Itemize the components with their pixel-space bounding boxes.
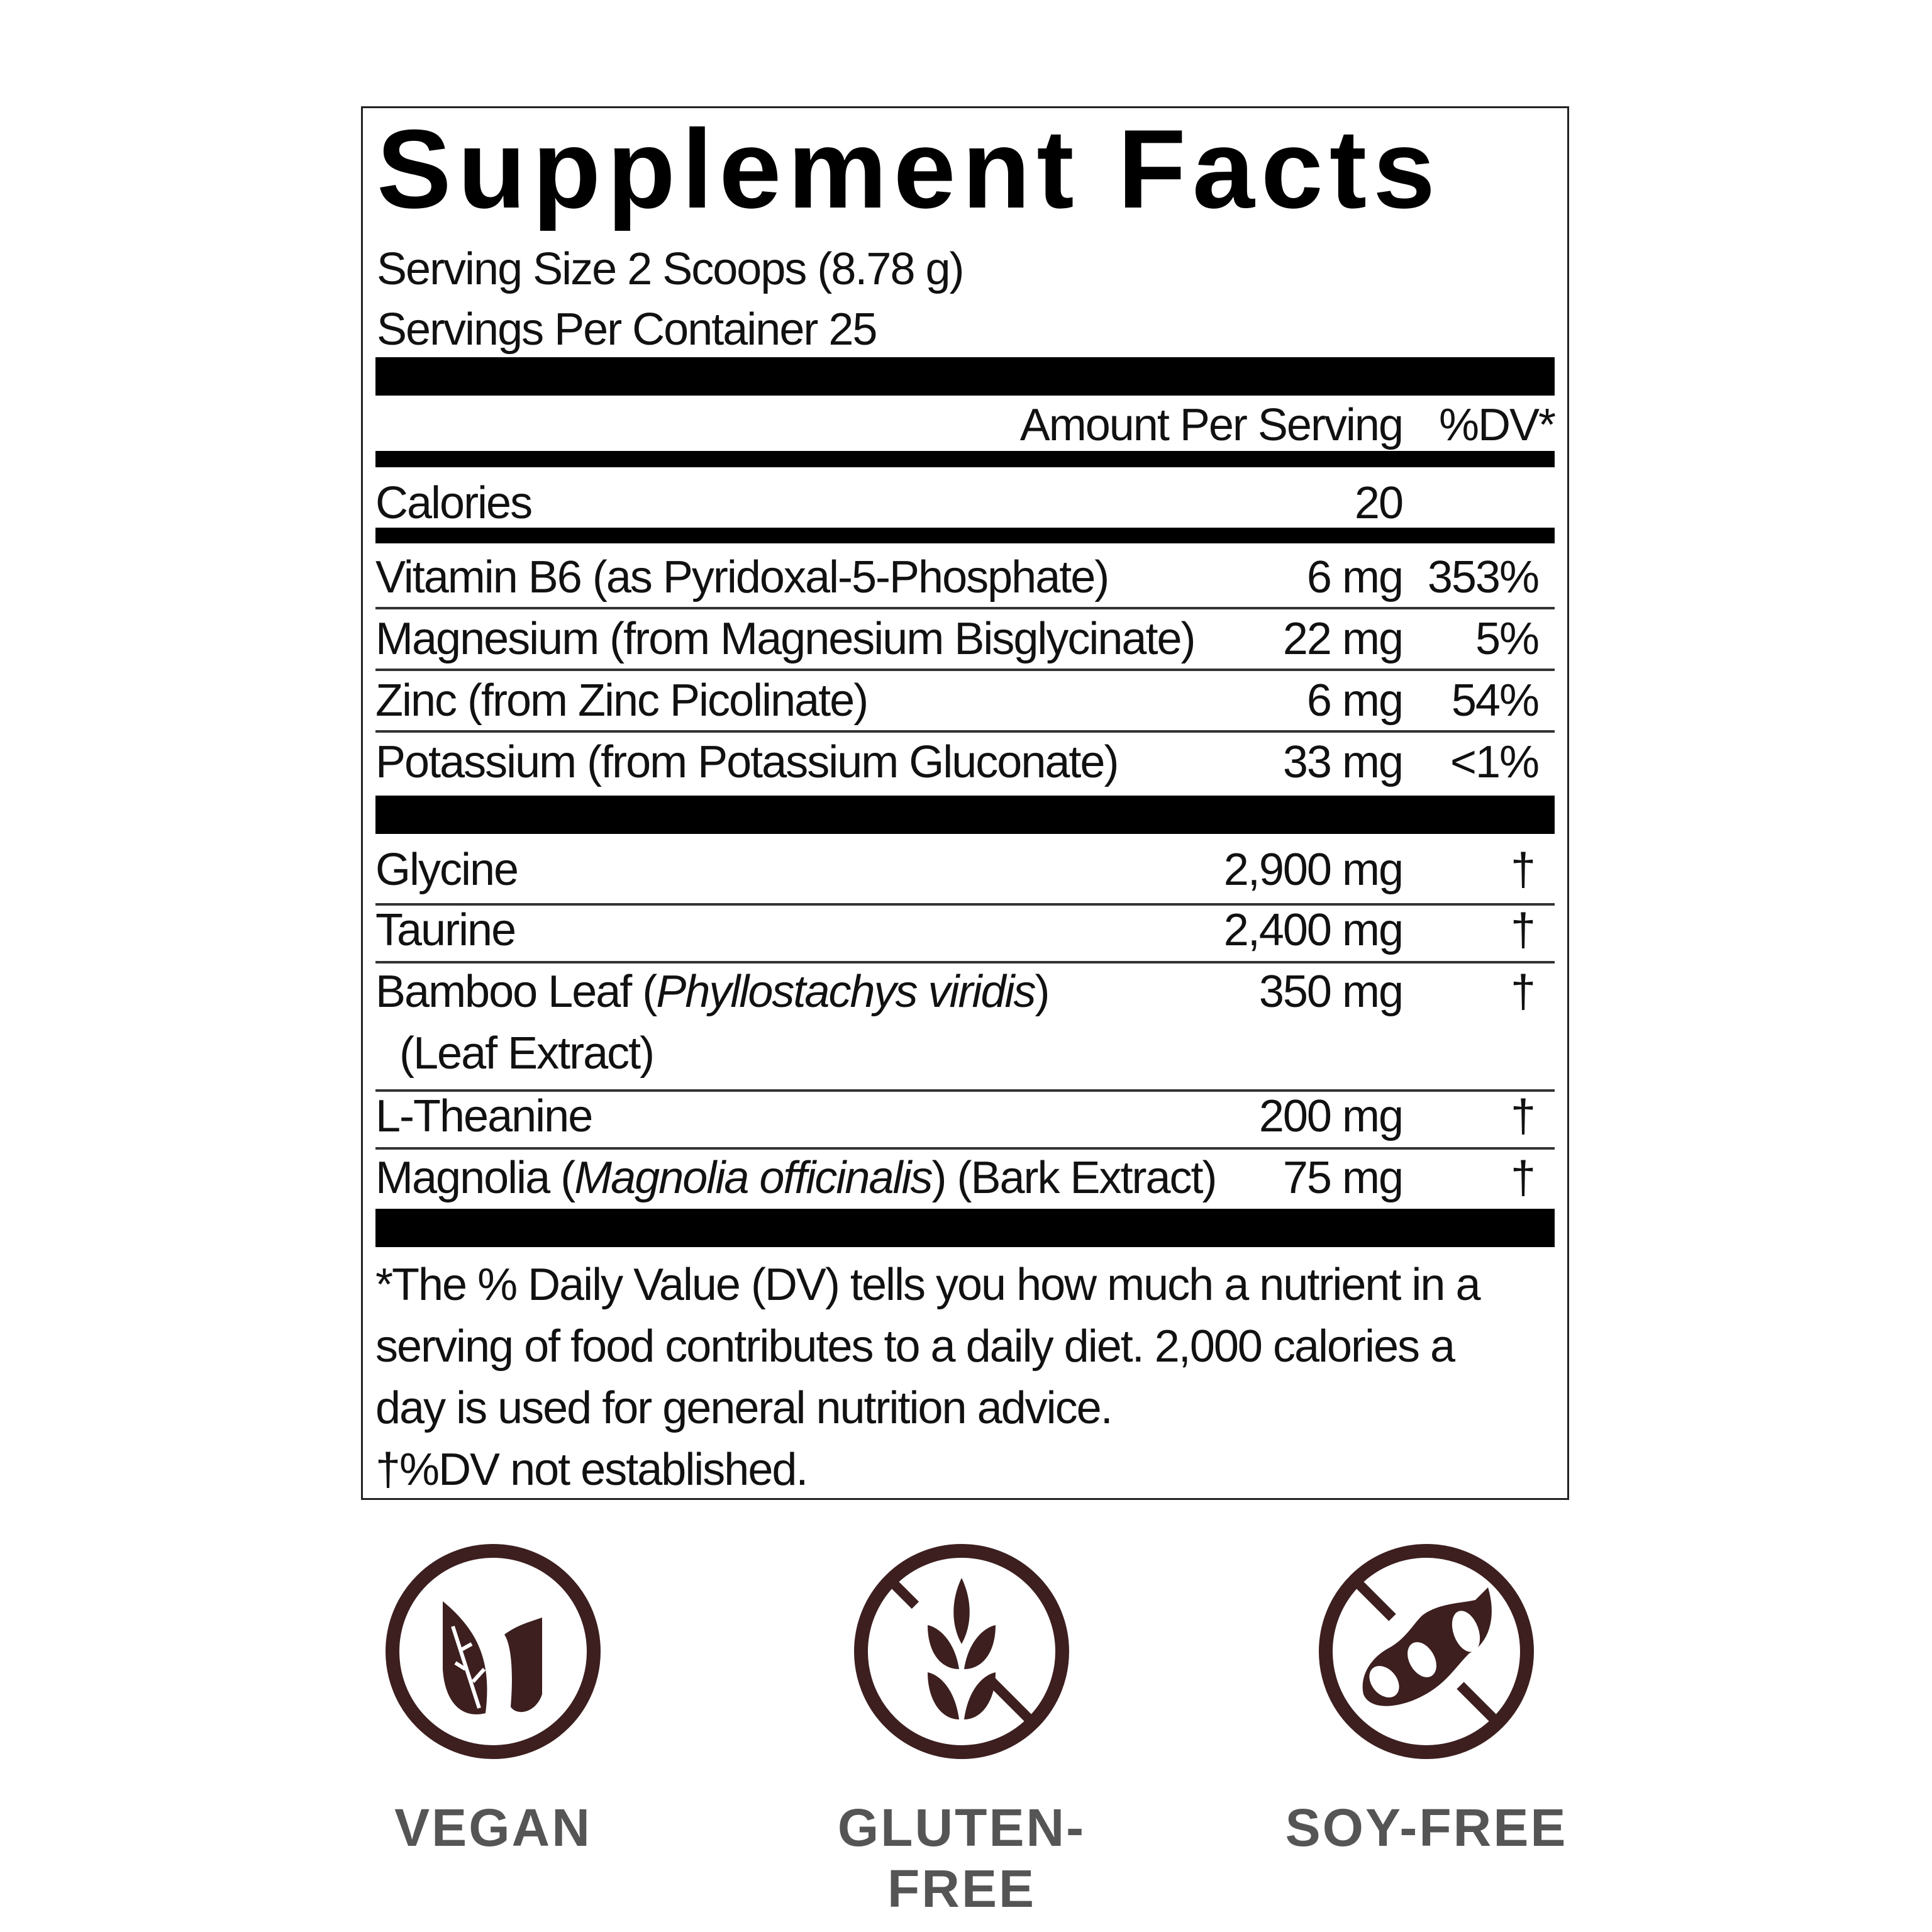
- footnote-line: day is used for general nutrition advice…: [375, 1383, 1113, 1433]
- row-divider: [375, 669, 1555, 671]
- nutrient-dv: 54%: [1451, 675, 1540, 726]
- dagger-mark: †: [1510, 905, 1536, 955]
- ingredient-amount: 2,400 mg: [1223, 905, 1404, 955]
- panel-title: Supplement Facts: [377, 106, 1442, 231]
- calories-label: Calories: [375, 478, 533, 528]
- ingredient-name: Magnolia (Magnolia officinalis) (Bark Ex…: [375, 1153, 1218, 1203]
- thick-rule: [375, 1209, 1555, 1247]
- dagger-mark: †: [1510, 845, 1536, 895]
- ingredient-name: L-Theanine: [375, 1091, 593, 1141]
- serving-size: Serving Size 2 Scoops (8.78 g): [377, 244, 965, 294]
- badge-label-vegan: VEGAN: [394, 1798, 592, 1857]
- row-divider: [375, 903, 1555, 906]
- servings-per-container: Servings Per Container 25: [377, 304, 877, 355]
- nutrient-amount: 33 mg: [1282, 737, 1404, 787]
- row-divider: [375, 961, 1555, 963]
- nutrient-dv: 5%: [1475, 614, 1540, 664]
- ingredient-name: Glycine: [375, 845, 519, 895]
- nutrient-name: Vitamin B6 (as Pyridoxal-5-Phosphate): [375, 552, 1109, 602]
- ingredient-name: Taurine: [375, 905, 516, 955]
- ingredient-amount: 2,900 mg: [1223, 845, 1404, 895]
- footnote-line: serving of food contributes to a daily d…: [375, 1321, 1455, 1372]
- row-divider: [375, 730, 1555, 733]
- row-divider: [375, 1089, 1555, 1092]
- ingredient-name: Bamboo Leaf (Phyllostachys viridis): [375, 967, 1050, 1017]
- nutrient-amount: 22 mg: [1282, 614, 1404, 664]
- dagger-mark: †: [1510, 967, 1536, 1017]
- row-divider: [375, 607, 1555, 609]
- nutrient-dv: 353%: [1427, 552, 1540, 602]
- soybean-crossed-icon: [1319, 1544, 1534, 1759]
- badge-label-soy-free: SOY-FREE: [1285, 1798, 1568, 1857]
- medium-rule: [375, 451, 1555, 467]
- nutrient-dv: <1%: [1450, 737, 1540, 787]
- wheat-crossed-icon: [854, 1544, 1069, 1759]
- ingredient-name-line2: (Leaf Extract): [399, 1028, 655, 1079]
- nutrient-name: Magnesium (from Magnesium Bisglycinate): [375, 614, 1196, 664]
- amount-per-serving-header: Amount Per Serving: [1019, 400, 1404, 450]
- dagger-mark: †: [1510, 1153, 1536, 1203]
- dagger-mark: †: [1510, 1091, 1536, 1141]
- leaf-icon: [386, 1544, 601, 1759]
- thick-rule: [375, 357, 1555, 396]
- calories-amount: 20: [1354, 478, 1404, 528]
- footnote-line: †%DV not established.: [375, 1445, 808, 1495]
- nutrient-name: Zinc (from Zinc Picolinate): [375, 675, 869, 726]
- nutrient-amount: 6 mg: [1306, 675, 1404, 726]
- ingredient-amount: 200 mg: [1258, 1091, 1404, 1141]
- nutrient-name: Potassium (from Potassium Gluconate): [375, 737, 1119, 787]
- thick-rule: [375, 796, 1555, 834]
- nutrient-amount: 6 mg: [1306, 552, 1404, 602]
- ingredient-amount: 350 mg: [1258, 967, 1404, 1017]
- badge-label-gluten-free: GLUTEN-FREE: [837, 1798, 1086, 1918]
- medium-rule: [375, 528, 1555, 543]
- row-divider: [375, 1147, 1555, 1150]
- dv-header: %DV*: [1438, 400, 1556, 450]
- footnote-line: *The % Daily Value (DV) tells you how mu…: [375, 1260, 1481, 1310]
- supplement-facts-panel: Supplement Facts Serving Size 2 Scoops (…: [361, 106, 1569, 1500]
- ingredient-amount: 75 mg: [1282, 1153, 1404, 1203]
